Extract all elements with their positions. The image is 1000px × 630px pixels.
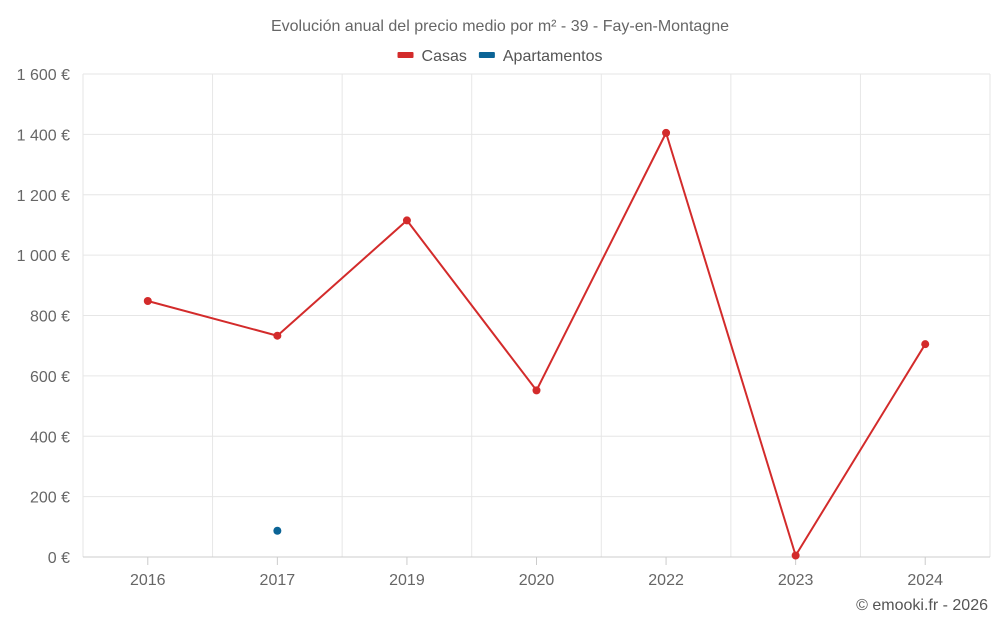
legend-swatch xyxy=(397,52,414,58)
x-tick-label: 2023 xyxy=(778,572,814,589)
data-point-casas[interactable] xyxy=(273,331,282,340)
legend-item-casas[interactable]: Casas xyxy=(397,48,467,65)
series-line-casas xyxy=(147,131,927,557)
series-layer xyxy=(143,128,930,560)
data-point-casas[interactable] xyxy=(532,386,541,395)
y-tick-label: 0 € xyxy=(48,550,70,567)
legend[interactable]: Casas Apartamentos xyxy=(397,48,603,65)
data-point-casas[interactable] xyxy=(921,340,930,349)
chart-title: Evolución anual del precio medio por m² … xyxy=(271,18,729,35)
y-tick-label: 800 € xyxy=(30,309,70,326)
legend-item-apartamentos[interactable]: Apartamentos xyxy=(478,48,603,65)
data-point-casas[interactable] xyxy=(662,128,671,137)
data-point-apartamentos[interactable] xyxy=(273,526,282,535)
x-tick-label: 2020 xyxy=(519,572,555,589)
series-casas xyxy=(143,128,930,560)
x-tick-label: 2017 xyxy=(260,572,296,589)
legend-label: Apartamentos xyxy=(503,48,603,65)
x-axis: 2016 2017 2019 2020 2022 2023 2024 xyxy=(83,556,990,589)
y-tick-label: 200 € xyxy=(30,490,70,507)
x-tick-label: 2019 xyxy=(389,572,425,589)
y-tick-label: 1 000 € xyxy=(17,248,70,265)
y-tick-label: 1 600 € xyxy=(17,67,70,84)
data-point-casas[interactable] xyxy=(402,216,411,225)
data-point-casas[interactable] xyxy=(791,551,800,560)
legend-label: Casas xyxy=(422,48,467,65)
x-tick-label: 2022 xyxy=(648,572,684,589)
x-tick-label: 2024 xyxy=(907,572,943,589)
grid-lines xyxy=(82,73,991,557)
credit-label: © emooki.fr - 2026 xyxy=(856,597,988,614)
y-tick-label: 1 200 € xyxy=(17,188,70,205)
x-tick-label: 2016 xyxy=(130,572,166,589)
y-tick-label: 1 400 € xyxy=(17,127,70,144)
y-tick-label: 400 € xyxy=(30,429,70,446)
y-tick-label: 600 € xyxy=(30,369,70,386)
legend-swatch xyxy=(478,52,495,58)
data-point-casas[interactable] xyxy=(143,297,152,306)
y-axis: 0 € 200 € 400 € 600 € 800 € 1 000 € 1 200 € 1 4… xyxy=(17,67,70,567)
series-apartamentos xyxy=(273,526,282,535)
